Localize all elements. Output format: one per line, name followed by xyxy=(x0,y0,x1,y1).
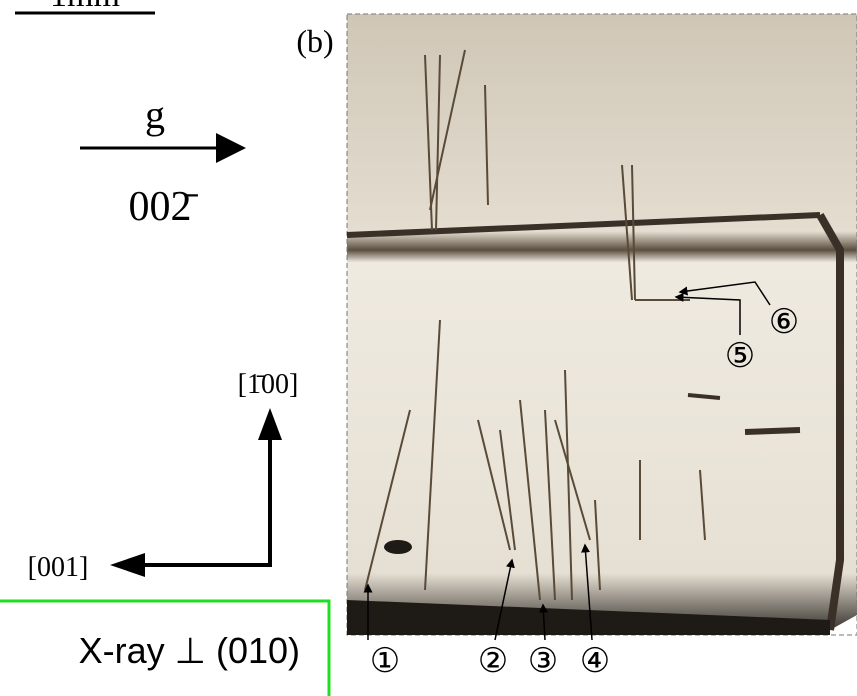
direction-horizontal: [001] xyxy=(28,552,89,583)
marker: ⑤ xyxy=(725,337,755,375)
marker: ④ xyxy=(580,642,610,680)
direction-axes xyxy=(120,418,270,565)
g-label: g xyxy=(145,92,165,137)
g-index: 002̄ xyxy=(129,184,199,230)
arrow-head-up xyxy=(258,408,282,440)
marker: ② xyxy=(478,642,508,680)
marker: ③ xyxy=(528,642,558,680)
panel-label: (b) xyxy=(296,23,333,59)
marker: ① xyxy=(370,642,400,680)
figure: 1mm g 002̄ [1̄00] [001] (b) xyxy=(0,0,857,696)
marker: ⑥ xyxy=(769,303,799,341)
xray-label: X-ray ⊥ (010) xyxy=(79,630,300,671)
direction-vertical: [1̄00] xyxy=(238,369,299,400)
arrow-head-left xyxy=(110,553,145,577)
